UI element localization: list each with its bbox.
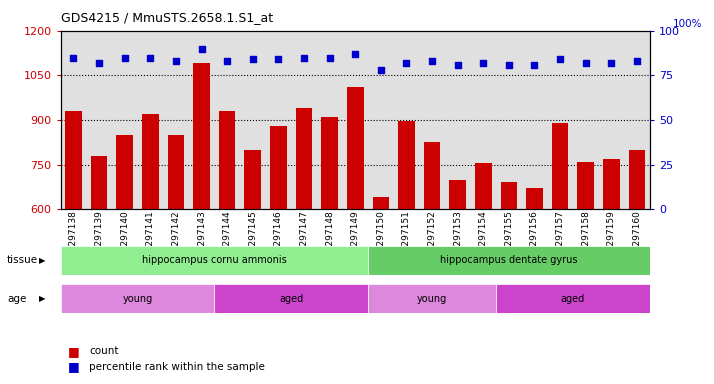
Point bbox=[529, 61, 540, 68]
Text: GSM297146: GSM297146 bbox=[274, 210, 283, 265]
Text: GSM297159: GSM297159 bbox=[607, 210, 615, 265]
Bar bbox=[91, 156, 107, 209]
Bar bbox=[116, 135, 133, 209]
Text: ▶: ▶ bbox=[39, 256, 46, 265]
Text: hippocampus cornu ammonis: hippocampus cornu ammonis bbox=[142, 255, 287, 265]
Point bbox=[247, 56, 258, 62]
Text: count: count bbox=[89, 346, 119, 356]
Bar bbox=[552, 123, 568, 209]
Text: ▶: ▶ bbox=[39, 294, 46, 303]
Bar bbox=[214, 284, 368, 313]
Point bbox=[324, 55, 336, 61]
Point bbox=[401, 60, 412, 66]
Point bbox=[170, 58, 181, 64]
Point bbox=[631, 58, 643, 64]
Bar bbox=[603, 159, 620, 209]
Point bbox=[478, 60, 489, 66]
Text: ■: ■ bbox=[68, 345, 79, 358]
Bar bbox=[244, 150, 261, 209]
Text: GSM297141: GSM297141 bbox=[146, 210, 155, 265]
Text: GSM297152: GSM297152 bbox=[428, 210, 436, 265]
Text: GSM297160: GSM297160 bbox=[633, 210, 641, 265]
Text: GSM297151: GSM297151 bbox=[402, 210, 411, 265]
Bar bbox=[628, 150, 645, 209]
Bar bbox=[347, 87, 363, 209]
Text: GSM297139: GSM297139 bbox=[95, 210, 104, 265]
Point bbox=[145, 55, 156, 61]
Bar bbox=[65, 111, 82, 209]
Point bbox=[196, 46, 207, 52]
Bar bbox=[423, 142, 441, 209]
Bar bbox=[475, 163, 492, 209]
Point bbox=[349, 51, 361, 57]
Point bbox=[68, 55, 79, 61]
Bar bbox=[142, 114, 159, 209]
Point bbox=[605, 60, 617, 66]
Text: young: young bbox=[417, 293, 447, 304]
Bar bbox=[578, 162, 594, 209]
Text: GSM297150: GSM297150 bbox=[376, 210, 386, 265]
Text: hippocampus dentate gyrus: hippocampus dentate gyrus bbox=[440, 255, 578, 265]
Bar bbox=[373, 197, 389, 209]
Bar bbox=[496, 284, 650, 313]
Bar bbox=[368, 246, 650, 275]
Bar bbox=[61, 246, 368, 275]
Text: tissue: tissue bbox=[7, 255, 39, 265]
Text: GSM297142: GSM297142 bbox=[171, 210, 181, 265]
Text: GSM297140: GSM297140 bbox=[120, 210, 129, 265]
Bar bbox=[168, 135, 184, 209]
Bar bbox=[321, 117, 338, 209]
Point bbox=[503, 61, 515, 68]
Point bbox=[554, 56, 565, 62]
Text: GSM297148: GSM297148 bbox=[325, 210, 334, 265]
Text: GSM297154: GSM297154 bbox=[479, 210, 488, 265]
Text: ■: ■ bbox=[68, 360, 79, 373]
Point bbox=[298, 55, 310, 61]
Point bbox=[580, 60, 591, 66]
Bar bbox=[296, 108, 312, 209]
Text: aged: aged bbox=[279, 293, 303, 304]
Point bbox=[426, 58, 438, 64]
Text: GSM297157: GSM297157 bbox=[555, 210, 565, 265]
Point bbox=[375, 67, 386, 73]
Point bbox=[94, 60, 105, 66]
Bar bbox=[61, 284, 214, 313]
Bar bbox=[218, 111, 236, 209]
Text: age: age bbox=[7, 293, 26, 304]
Text: GSM297144: GSM297144 bbox=[223, 210, 231, 265]
Text: aged: aged bbox=[560, 293, 585, 304]
Text: young: young bbox=[122, 293, 153, 304]
Text: GSM297156: GSM297156 bbox=[530, 210, 539, 265]
Bar bbox=[501, 182, 517, 209]
Bar bbox=[270, 126, 287, 209]
Bar bbox=[193, 63, 210, 209]
Text: GSM297145: GSM297145 bbox=[248, 210, 257, 265]
Text: GDS4215 / MmuSTS.2658.1.S1_at: GDS4215 / MmuSTS.2658.1.S1_at bbox=[61, 12, 273, 25]
Point bbox=[119, 55, 131, 61]
Bar bbox=[526, 189, 543, 209]
Text: GSM297138: GSM297138 bbox=[69, 210, 78, 265]
Bar bbox=[368, 284, 496, 313]
Point bbox=[273, 56, 284, 62]
Text: GSM297149: GSM297149 bbox=[351, 210, 360, 265]
Bar bbox=[398, 121, 415, 209]
Text: percentile rank within the sample: percentile rank within the sample bbox=[89, 362, 265, 372]
Point bbox=[221, 58, 233, 64]
Text: 100%: 100% bbox=[673, 19, 703, 29]
Bar bbox=[449, 180, 466, 209]
Point bbox=[452, 61, 463, 68]
Text: GSM297158: GSM297158 bbox=[581, 210, 590, 265]
Text: GSM297153: GSM297153 bbox=[453, 210, 462, 265]
Text: GSM297155: GSM297155 bbox=[504, 210, 513, 265]
Text: GSM297147: GSM297147 bbox=[299, 210, 308, 265]
Text: GSM297143: GSM297143 bbox=[197, 210, 206, 265]
